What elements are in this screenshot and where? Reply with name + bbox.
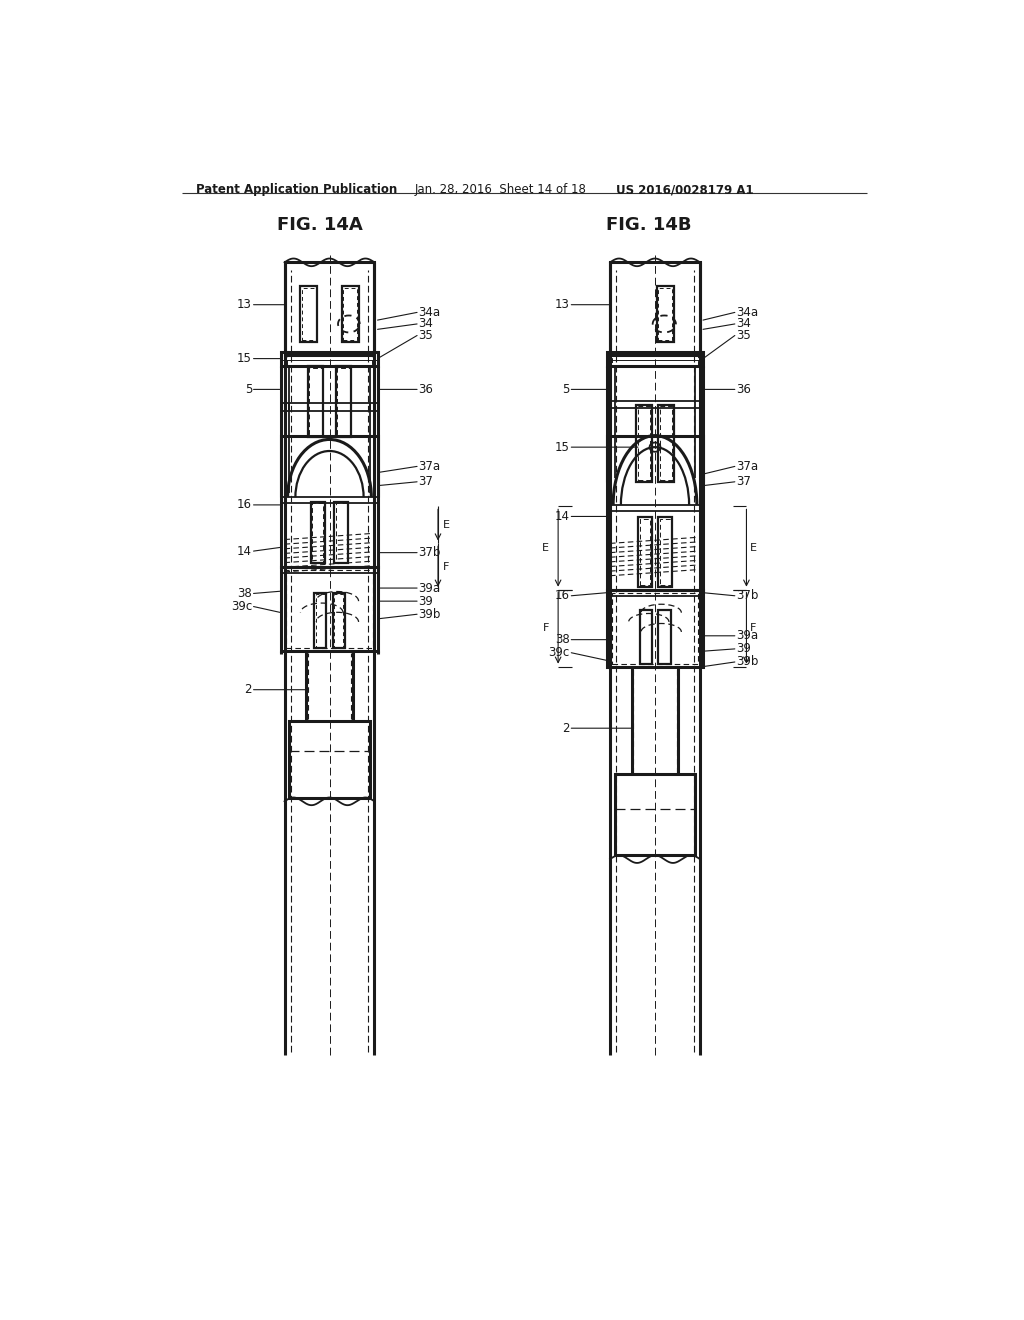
Bar	[607, 352, 703, 367]
Text: 14: 14	[237, 545, 252, 557]
Bar	[640, 610, 652, 664]
Text: 2: 2	[245, 684, 252, 696]
Text: 15: 15	[555, 441, 569, 454]
Bar	[309, 368, 322, 436]
Bar	[343, 288, 357, 341]
Bar	[659, 519, 671, 585]
Text: US 2016/0028179 A1: US 2016/0028179 A1	[616, 183, 754, 197]
Text: 35: 35	[736, 329, 752, 342]
Bar	[282, 566, 378, 651]
Bar	[300, 286, 317, 342]
Text: F: F	[442, 561, 450, 572]
Text: E: E	[542, 543, 549, 553]
Text: 5: 5	[245, 383, 252, 396]
Text: 37b: 37b	[736, 589, 759, 602]
Text: 35: 35	[419, 329, 433, 342]
Text: 39b: 39b	[736, 656, 759, 668]
Bar	[658, 517, 672, 586]
Text: 15: 15	[238, 352, 252, 366]
Bar	[658, 405, 674, 482]
Bar	[287, 354, 372, 364]
Bar	[610, 263, 700, 355]
Bar	[636, 405, 652, 482]
Bar	[656, 286, 674, 342]
Text: 14: 14	[555, 510, 569, 523]
Text: 39b: 39b	[419, 607, 441, 620]
Bar	[658, 288, 672, 341]
Bar	[333, 593, 345, 648]
Bar	[612, 354, 697, 364]
Bar	[658, 610, 671, 664]
Bar	[308, 367, 324, 437]
Bar	[638, 407, 650, 480]
Text: 38: 38	[555, 634, 569, 647]
Bar	[640, 519, 650, 585]
Text: 34: 34	[419, 317, 433, 330]
Text: 16: 16	[237, 499, 252, 511]
Text: FIG. 14B: FIG. 14B	[606, 216, 691, 234]
Text: Patent Application Publication: Patent Application Publication	[197, 183, 397, 197]
Bar	[659, 407, 672, 480]
Text: Jan. 28, 2016  Sheet 14 of 18: Jan. 28, 2016 Sheet 14 of 18	[415, 183, 587, 197]
Bar	[302, 288, 315, 341]
Text: 39c: 39c	[549, 647, 569, 659]
Text: 36: 36	[736, 383, 752, 396]
Bar	[286, 570, 373, 648]
Bar	[312, 503, 324, 562]
Bar	[607, 436, 703, 590]
Bar	[336, 503, 346, 562]
Bar	[289, 721, 370, 797]
Bar	[282, 436, 378, 566]
Bar	[315, 594, 325, 647]
Text: 39: 39	[419, 594, 433, 607]
Text: 39c: 39c	[230, 601, 252, 612]
Text: 5: 5	[562, 383, 569, 396]
Text: 39a: 39a	[736, 630, 759, 643]
Text: 37b: 37b	[419, 546, 441, 560]
Text: 34a: 34a	[419, 306, 440, 319]
Text: 39: 39	[736, 643, 752, 656]
Text: 13: 13	[238, 298, 252, 312]
Text: FIG. 14A: FIG. 14A	[278, 216, 364, 234]
Bar	[336, 367, 351, 437]
Text: E: E	[751, 543, 758, 553]
Text: F: F	[543, 623, 549, 634]
Text: 2: 2	[562, 722, 569, 735]
Bar	[342, 286, 359, 342]
Bar	[311, 502, 325, 564]
Bar	[334, 594, 343, 647]
Bar	[337, 368, 349, 436]
Text: 13: 13	[555, 298, 569, 312]
Bar	[607, 590, 703, 667]
Text: 16: 16	[555, 589, 569, 602]
Bar	[611, 593, 698, 664]
Text: 38: 38	[238, 587, 252, 601]
Bar	[314, 593, 327, 648]
Text: 37: 37	[419, 475, 433, 488]
Text: 37: 37	[736, 475, 752, 488]
Bar	[282, 352, 378, 367]
Text: 39a: 39a	[419, 582, 440, 594]
Bar	[614, 775, 695, 855]
Text: 37a: 37a	[419, 459, 440, 473]
Bar	[638, 517, 652, 586]
Text: 34: 34	[736, 317, 752, 330]
Text: 37a: 37a	[736, 459, 759, 473]
Text: E: E	[442, 520, 450, 529]
Text: 36: 36	[419, 383, 433, 396]
Bar	[334, 502, 348, 564]
Text: 34a: 34a	[736, 306, 759, 319]
Text: F: F	[751, 623, 757, 634]
Bar	[285, 263, 375, 355]
